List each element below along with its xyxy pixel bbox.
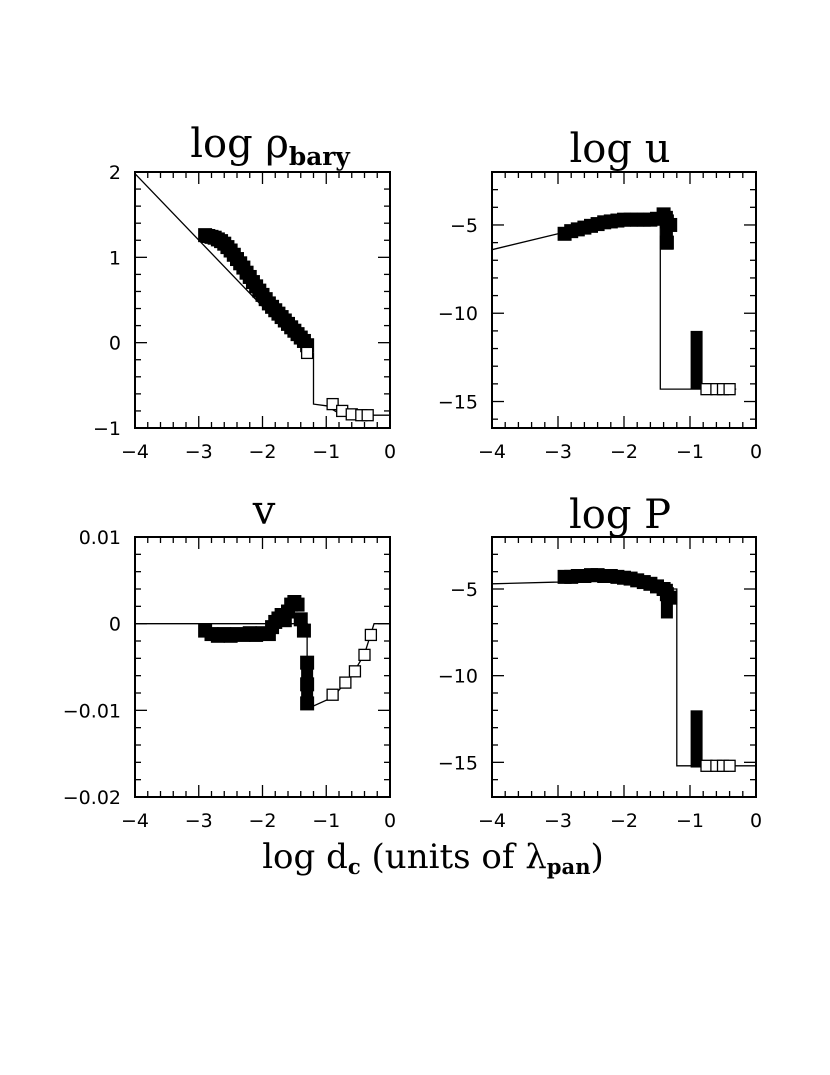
p3-xtick-label: −1: [676, 810, 704, 832]
p3-xtick-label: −4: [478, 810, 506, 832]
p3-title: log P: [569, 492, 671, 538]
p3-filled-point: [663, 590, 678, 605]
p2-ytick-label: −0.01: [63, 700, 121, 722]
p2-filled-point: [300, 655, 315, 670]
p1-xtick-label: −3: [544, 441, 572, 463]
p2-open-point: [326, 688, 339, 701]
p1-filled-bar: [690, 330, 703, 390]
p2-xtick-label: −2: [248, 810, 276, 832]
p1-xtick-label: −2: [610, 441, 638, 463]
p3-series-line: [491, 577, 756, 767]
p0-ytick-label: 0: [109, 333, 121, 355]
p1-ytick-label: −5: [450, 215, 478, 237]
p1-title-main: log u: [570, 126, 671, 172]
p2-xtick-label: 0: [384, 810, 396, 832]
p0-title-sub: bary: [289, 142, 350, 171]
panel-log-p: log P−4 −3 −2 −1 0−15−10−5: [438, 492, 762, 832]
p3-ytick-label: −15: [438, 752, 478, 774]
p2-open-point: [339, 676, 352, 689]
p1-ytick-label: −10: [438, 303, 478, 325]
xlabel-mid: (units of λ: [361, 837, 547, 877]
p3-xtick-label: 0: [750, 810, 762, 832]
p2-open-point: [348, 665, 362, 678]
p1-open-point: [723, 383, 736, 396]
panel-log-u: log u−4 −3 −2 −1 0−15−10−5: [438, 126, 762, 463]
p3-ytick-label: −5: [450, 579, 478, 601]
figure-xlabel: log dc (units of λpan): [262, 837, 604, 879]
p3-filled-bar: [690, 710, 703, 768]
panel-v: v −4 −3 −2 −1 0 −0.02 −0.01 0 0.01: [63, 488, 396, 832]
p3-open-point: [723, 759, 736, 772]
p2-filled-point: [296, 623, 311, 638]
p2-title-main: v: [252, 488, 276, 534]
p2-xtick-label: −3: [185, 810, 213, 832]
p1-xtick-label: −1: [676, 441, 704, 463]
p1-xtick-label: 0: [750, 441, 762, 463]
p2-filled-point: [300, 696, 315, 711]
panel-log-rho: log ρbary −4 −3 −2 −1 0 −1 0 1 2: [93, 121, 396, 463]
p2-title: v: [252, 488, 276, 534]
p0-ytick-label: 2: [109, 162, 121, 184]
p0-title: log ρbary: [190, 121, 350, 171]
p2-ytick-label: −0.02: [63, 787, 121, 809]
p1-title: log u: [570, 126, 671, 172]
p0-xtick-label: −2: [248, 441, 276, 463]
xlabel-end: ): [591, 837, 604, 877]
p2-xtick-label: −4: [121, 810, 149, 832]
xlabel-sub2: pan: [547, 854, 591, 879]
p0-ytick-label: −1: [93, 418, 121, 440]
p0-xtick-label: 0: [384, 441, 396, 463]
p3-xtick-label: −3: [544, 810, 572, 832]
xlabel-main: log d: [262, 837, 348, 877]
p0-xtick-label: −1: [312, 441, 340, 463]
p2-ytick-label: 0: [109, 614, 121, 636]
p1-filled-point: [659, 235, 674, 250]
p0-xtick-label: −3: [185, 441, 213, 463]
p2-open-point: [364, 628, 378, 642]
p0-open-point: [361, 409, 374, 422]
p2-ytick-label: 0.01: [79, 527, 121, 549]
p2-filled-point: [300, 677, 315, 692]
xlabel-sub1: c: [348, 854, 361, 879]
p3-xtick-label: −2: [610, 810, 638, 832]
p2-filled-point: [293, 612, 308, 627]
p2-open-point: [358, 648, 371, 662]
p1-xtick-label: −4: [478, 441, 506, 463]
p2-xtick-label: −1: [312, 810, 340, 832]
p1-ytick-label: −15: [438, 392, 478, 414]
p0-title-main: log ρ: [190, 121, 289, 167]
p2-filled-point: [290, 597, 305, 612]
p0-open-point: [300, 346, 314, 360]
p0-open-point: [326, 397, 339, 411]
p1-filled-point: [663, 217, 678, 232]
p0-ytick-label: 1: [109, 247, 121, 269]
p0-xtick-label: −4: [121, 441, 149, 463]
p3-ytick-label: −10: [438, 666, 478, 688]
p3-title-main: log P: [569, 492, 671, 538]
